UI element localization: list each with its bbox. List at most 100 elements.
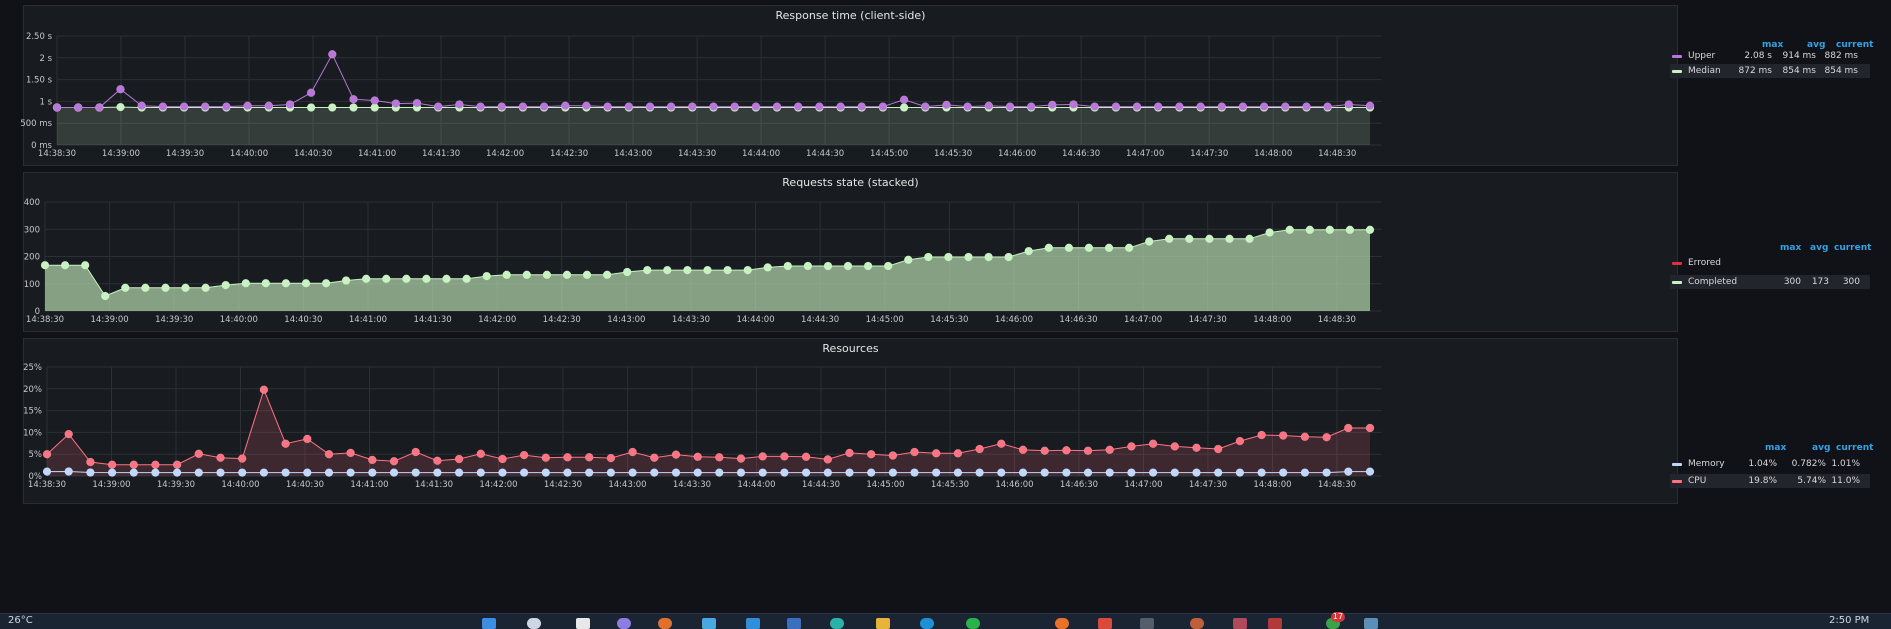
data-point-completed — [443, 275, 451, 283]
x-tick-label: 14:46:00 — [995, 480, 1033, 490]
data-point-upper — [794, 103, 802, 111]
data-point-cpu — [650, 454, 658, 462]
x-tick-label: 14:40:30 — [294, 149, 332, 159]
data-point-cpu — [151, 461, 159, 469]
edge-icon[interactable] — [920, 618, 934, 629]
y-tick-label: 500 ms — [20, 119, 52, 129]
app-icon[interactable] — [1190, 618, 1204, 629]
data-point-memory — [564, 469, 572, 477]
chat-icon[interactable] — [617, 618, 631, 629]
data-point-cpu — [911, 448, 919, 456]
clock-text[interactable]: 2:50 PM — [1829, 615, 1869, 626]
data-point-upper — [286, 101, 294, 109]
legend-header-avg[interactable]: avg — [1810, 243, 1828, 253]
legend-swatch — [1672, 70, 1682, 73]
whatsapp-icon[interactable] — [966, 618, 980, 629]
data-point-memory — [889, 469, 897, 477]
y-tick-label: 2 s — [39, 54, 52, 64]
data-point-completed — [1065, 244, 1073, 252]
notification-badge: 17 — [1331, 612, 1345, 622]
teams-icon[interactable] — [830, 618, 844, 629]
legend-item-memory[interactable]: Memory 1.04% 0.782% 1.01% — [1670, 457, 1870, 471]
data-point-memory — [1301, 469, 1309, 477]
data-point-upper — [752, 103, 760, 111]
data-point-completed — [503, 271, 511, 279]
data-point-upper — [1133, 103, 1141, 111]
legend-header-max[interactable]: max — [1780, 243, 1801, 253]
data-point-cpu — [1323, 433, 1331, 441]
data-point-completed — [302, 279, 310, 287]
data-point-completed — [864, 262, 872, 270]
data-point-memory — [759, 469, 767, 477]
data-point-cpu — [585, 453, 593, 461]
data-point-memory — [780, 469, 788, 477]
x-tick-label: 14:44:30 — [801, 315, 839, 325]
data-point-cpu — [976, 445, 984, 453]
data-point-median — [117, 103, 125, 111]
legend-header-current[interactable]: current — [1834, 243, 1871, 253]
data-point-memory — [737, 469, 745, 477]
data-point-completed — [1286, 226, 1294, 234]
pen-icon[interactable] — [1233, 618, 1247, 629]
store-icon[interactable] — [787, 618, 801, 629]
weather-text[interactable]: 26°C — [8, 615, 33, 626]
y-tick-label: 25% — [23, 363, 42, 373]
data-point-completed — [182, 284, 190, 292]
data-point-completed — [643, 266, 651, 274]
terminal-icon[interactable] — [1140, 618, 1154, 629]
legend-item-errored[interactable]: Errored — [1670, 256, 1870, 270]
data-point-upper — [95, 104, 103, 112]
data-point-completed — [1105, 244, 1113, 252]
editor-icon[interactable] — [746, 618, 760, 629]
data-point-upper — [582, 102, 590, 110]
data-point-median — [307, 104, 315, 112]
data-point-completed — [1185, 235, 1193, 243]
data-point-upper — [688, 103, 696, 111]
data-point-completed — [924, 253, 932, 261]
data-point-completed — [1205, 235, 1213, 243]
legend-header-avg[interactable]: avg — [1812, 443, 1830, 453]
data-point-memory — [1171, 469, 1179, 477]
legend-header-max[interactable]: max — [1765, 443, 1786, 453]
data-point-median — [900, 104, 908, 112]
folder-icon[interactable] — [876, 618, 890, 629]
legend-item-completed[interactable]: Completed 300 173 300 — [1670, 275, 1870, 289]
legend-current: 854 ms — [1818, 66, 1858, 76]
legend-item-cpu[interactable]: CPU 19.8% 5.74% 11.0% — [1670, 474, 1870, 488]
data-point-completed — [1025, 247, 1033, 255]
firefox-icon[interactable] — [1055, 618, 1069, 629]
paint-icon[interactable] — [1098, 618, 1112, 629]
data-point-completed — [1145, 238, 1153, 246]
x-tick-label: 14:48:00 — [1253, 315, 1291, 325]
data-point-upper — [1345, 101, 1353, 109]
image-viewer-icon[interactable] — [1364, 618, 1378, 629]
data-point-completed — [724, 266, 732, 274]
start-icon[interactable] — [482, 618, 496, 629]
data-point-cpu — [173, 461, 181, 469]
data-point-upper — [434, 103, 442, 111]
data-point-cpu — [86, 458, 94, 466]
data-point-upper — [646, 103, 654, 111]
grafana-icon[interactable] — [1268, 618, 1282, 629]
data-point-memory — [1041, 469, 1049, 477]
calendar-icon[interactable] — [702, 618, 716, 629]
search-icon[interactable] — [527, 618, 541, 629]
legend-item-upper[interactable]: Upper 2.08 s 914 ms 882 ms — [1670, 49, 1870, 63]
data-point-completed — [1306, 226, 1314, 234]
data-point-cpu — [1193, 444, 1201, 452]
data-point-memory — [65, 468, 73, 476]
browser-icon[interactable] — [658, 618, 672, 629]
x-tick-label: 14:38:30 — [38, 149, 76, 159]
data-point-cpu — [889, 452, 897, 460]
data-point-completed — [944, 253, 952, 261]
legend-header-current[interactable]: current — [1836, 443, 1873, 453]
data-point-median — [328, 104, 336, 112]
x-tick-label: 14:44:00 — [737, 480, 775, 490]
task-view-icon[interactable] — [576, 618, 590, 629]
legend-current: 1.01% — [1820, 459, 1860, 469]
data-point-upper — [392, 100, 400, 108]
data-point-completed — [1165, 235, 1173, 243]
legend-item-median[interactable]: Median 872 ms 854 ms 854 ms — [1670, 64, 1870, 78]
